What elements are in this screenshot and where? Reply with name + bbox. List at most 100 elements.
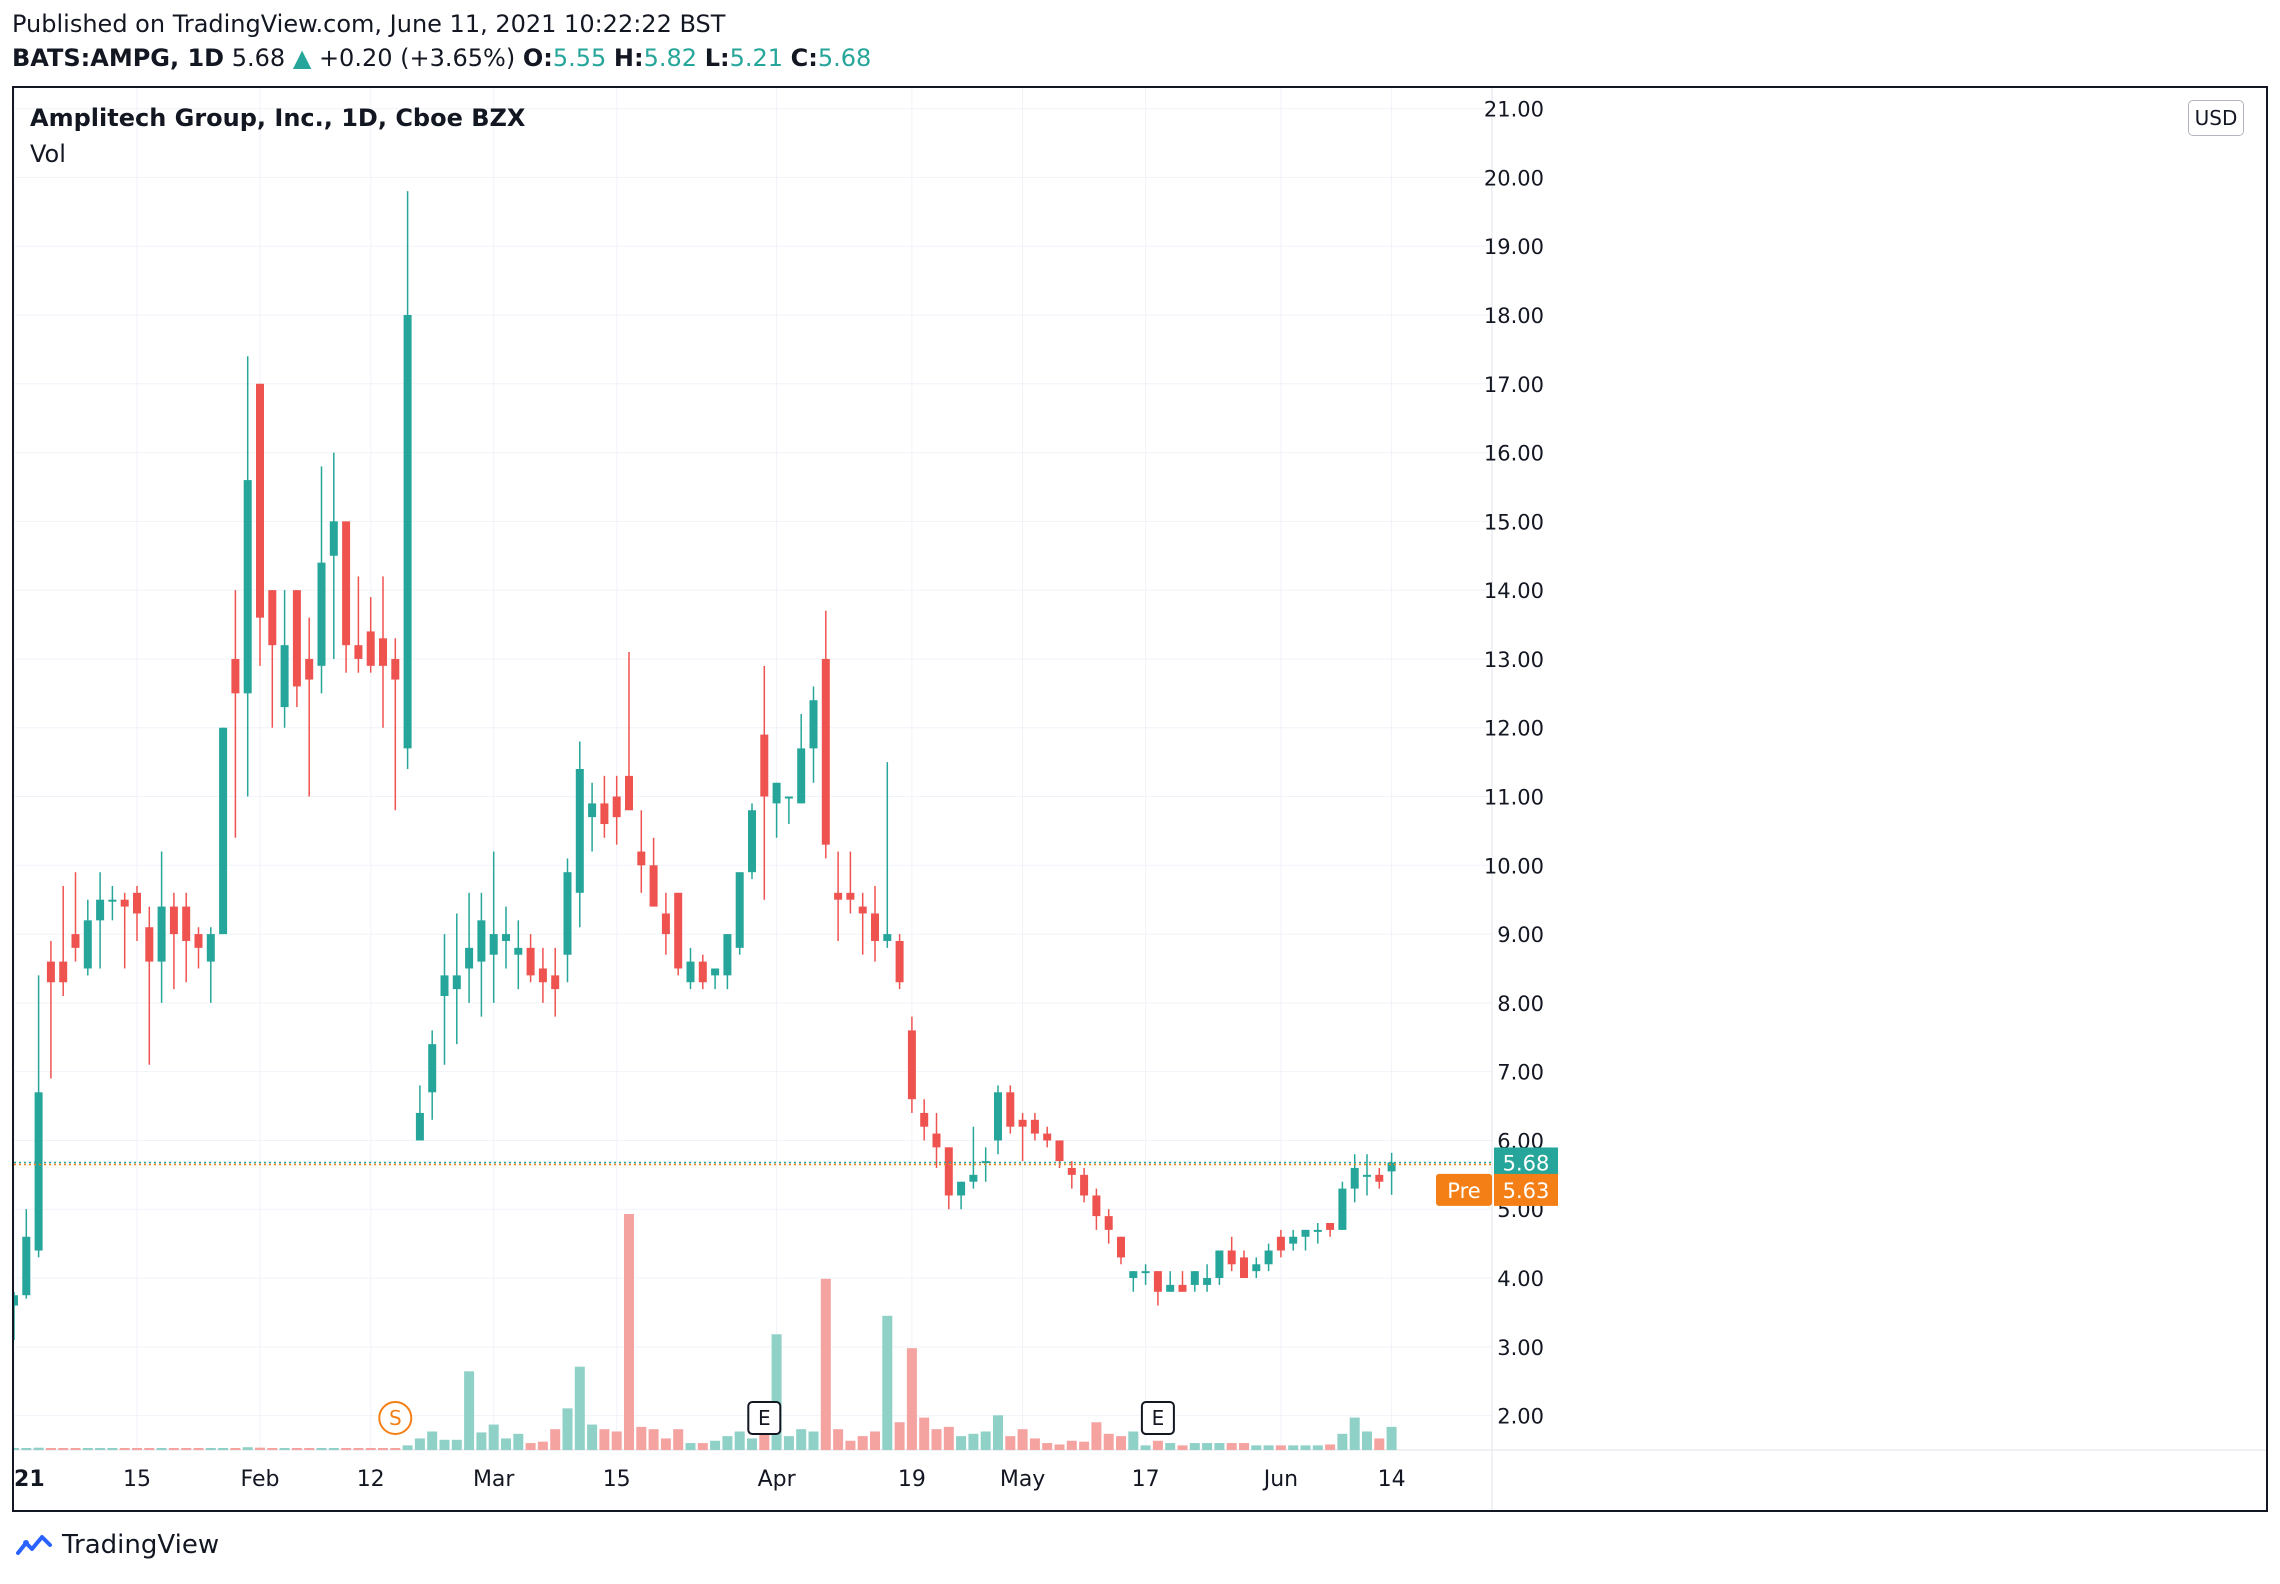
candle-body[interactable] (895, 940, 904, 983)
candle-body[interactable] (1129, 1271, 1138, 1279)
candle-body[interactable] (145, 927, 154, 962)
candle-body[interactable] (1080, 1174, 1089, 1196)
candle-body[interactable] (1240, 1257, 1248, 1279)
candle-body[interactable] (280, 645, 289, 708)
candle-body[interactable] (292, 590, 301, 687)
candle-body[interactable] (858, 906, 867, 914)
candle-body[interactable] (157, 906, 166, 962)
candle-body[interactable] (760, 734, 769, 797)
candle-body[interactable] (711, 968, 720, 976)
candle-body[interactable] (1166, 1284, 1175, 1292)
candle-body[interactable] (465, 947, 474, 969)
candle-body[interactable] (969, 1174, 978, 1182)
candle-body[interactable] (637, 851, 646, 866)
candle-body[interactable] (735, 872, 744, 948)
candle-body[interactable] (1006, 1092, 1015, 1127)
candle-body[interactable] (797, 748, 806, 804)
candle-body[interactable] (1326, 1223, 1335, 1230)
candle-body[interactable] (268, 590, 277, 646)
candle-body[interactable] (920, 1112, 929, 1127)
chart-frame[interactable]: 2.00 3.00 4.00 5.00 6.00 7.00 8.00 9.00 10.00 11.… (12, 86, 2268, 1512)
candle-body[interactable] (686, 961, 695, 983)
candle-body[interactable] (120, 899, 129, 907)
candle-body[interactable] (1141, 1271, 1150, 1274)
candle-body[interactable] (329, 521, 338, 556)
candle-body[interactable] (46, 961, 55, 983)
candle-body[interactable] (354, 645, 363, 659)
candle-body[interactable] (182, 906, 191, 941)
candle-body[interactable] (883, 934, 892, 941)
candle-body[interactable] (489, 934, 498, 955)
candle-body[interactable] (809, 700, 818, 749)
candle-body[interactable] (71, 934, 80, 948)
candle-body[interactable] (994, 1092, 1002, 1141)
candle-body[interactable] (748, 810, 756, 873)
candle-body[interactable] (551, 975, 560, 990)
candle-body[interactable] (108, 899, 117, 902)
candle-body[interactable] (83, 920, 92, 969)
candle-body[interactable] (1387, 1162, 1396, 1172)
candle-body[interactable] (366, 631, 375, 666)
candle-body[interactable] (625, 775, 633, 811)
candle-body[interactable] (1043, 1133, 1052, 1141)
candle-body[interactable] (772, 782, 781, 804)
candle-body[interactable] (96, 899, 105, 921)
candle-body[interactable] (526, 947, 535, 976)
candle-body[interactable] (784, 796, 793, 799)
candle-body[interactable] (1055, 1140, 1064, 1162)
candle-body[interactable] (846, 892, 855, 900)
candle-body[interactable] (907, 1030, 916, 1100)
footer-brand[interactable]: TradingView (14, 1530, 219, 1560)
candle-body[interactable] (1018, 1119, 1027, 1127)
candle-body[interactable] (231, 658, 240, 694)
candle-body[interactable] (206, 934, 215, 962)
candle-body[interactable] (1375, 1174, 1384, 1182)
candle-body[interactable] (1178, 1284, 1187, 1292)
candle-body[interactable] (1350, 1167, 1359, 1189)
candle-body[interactable] (1289, 1236, 1298, 1244)
candle-body[interactable] (379, 638, 387, 666)
candle-body[interactable] (194, 934, 203, 948)
candle-body[interactable] (34, 1092, 43, 1251)
candle-body[interactable] (1030, 1119, 1039, 1134)
candle-body[interactable] (1203, 1278, 1212, 1285)
candle-body[interactable] (932, 1133, 941, 1148)
candle-body[interactable] (415, 1112, 424, 1141)
candle-body[interactable] (428, 1044, 437, 1093)
candle-body[interactable] (1067, 1167, 1076, 1175)
candle-body[interactable] (342, 521, 351, 646)
candle-body[interactable] (1190, 1271, 1199, 1285)
candle-body[interactable] (22, 1236, 31, 1296)
candle-body[interactable] (14, 1295, 18, 1306)
candle-body[interactable] (133, 892, 141, 914)
candle-body[interactable] (391, 658, 400, 680)
split-marker[interactable] (378, 1401, 413, 1435)
price-chart[interactable]: 2.003.004.005.006.007.008.009.0010.0011.… (14, 88, 2266, 1510)
candle-body[interactable] (674, 892, 683, 969)
candle-body[interactable] (698, 961, 707, 983)
earnings-marker[interactable] (747, 1401, 782, 1435)
candle-body[interactable] (256, 383, 264, 618)
candle-body[interactable] (1264, 1250, 1273, 1265)
candle-body[interactable] (403, 315, 412, 749)
candle-body[interactable] (502, 934, 510, 941)
candle-body[interactable] (944, 1147, 953, 1196)
candle-body[interactable] (600, 803, 609, 825)
candle-body[interactable] (1227, 1250, 1236, 1265)
earnings-marker[interactable] (1140, 1401, 1175, 1435)
candle-body[interactable] (1363, 1174, 1371, 1177)
candle-body[interactable] (1276, 1236, 1285, 1251)
candle-body[interactable] (317, 562, 326, 666)
candle-body[interactable] (649, 865, 658, 907)
candle-body[interactable] (219, 727, 228, 935)
candle-body[interactable] (575, 769, 584, 893)
candle-body[interactable] (1338, 1188, 1347, 1230)
candle-body[interactable] (1153, 1271, 1162, 1292)
candle-body[interactable] (1301, 1229, 1310, 1237)
candle-body[interactable] (169, 906, 178, 935)
candle-body[interactable] (59, 961, 68, 983)
candle-body[interactable] (1252, 1264, 1261, 1272)
candle-body[interactable] (1104, 1216, 1113, 1230)
candle-body[interactable] (563, 872, 572, 955)
candle-body[interactable] (834, 892, 843, 900)
